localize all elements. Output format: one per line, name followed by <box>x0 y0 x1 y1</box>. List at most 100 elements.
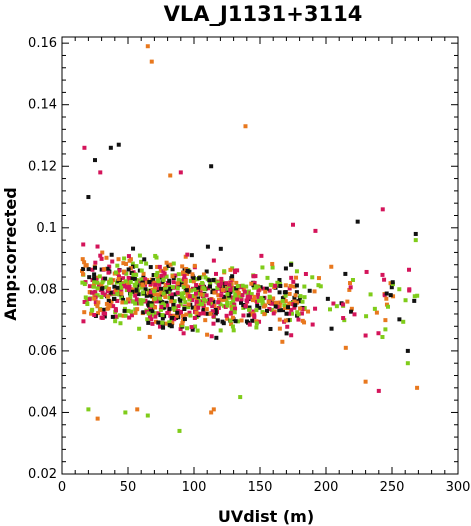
data-point <box>82 145 87 150</box>
data-point <box>216 297 221 302</box>
data-point <box>141 310 146 315</box>
data-point <box>230 286 235 291</box>
data-point <box>334 304 339 309</box>
data-point <box>158 307 163 312</box>
data-point <box>282 290 287 295</box>
data-point <box>212 290 217 295</box>
data-point <box>290 302 295 307</box>
data-point <box>384 296 389 301</box>
data-point <box>262 312 267 317</box>
data-point <box>176 304 181 309</box>
data-point <box>135 407 140 412</box>
data-point <box>282 303 287 308</box>
data-point <box>124 261 129 266</box>
data-point <box>160 313 165 318</box>
data-point <box>192 295 197 300</box>
data-point <box>350 278 355 283</box>
data-point <box>252 294 257 299</box>
data-point <box>316 276 321 281</box>
data-point <box>287 286 292 291</box>
data-point <box>364 314 369 319</box>
data-point <box>376 388 381 393</box>
data-point <box>105 294 110 299</box>
data-point <box>348 281 353 286</box>
data-point <box>397 317 402 322</box>
data-point <box>123 410 128 415</box>
data-point <box>92 272 97 277</box>
data-point <box>106 270 111 275</box>
data-point <box>302 320 307 325</box>
data-point <box>145 413 150 418</box>
data-point <box>280 296 285 301</box>
data-point <box>193 305 198 310</box>
data-point <box>219 276 224 281</box>
data-point <box>167 320 172 325</box>
data-point <box>249 281 254 286</box>
data-point <box>153 296 158 301</box>
data-point <box>251 309 256 314</box>
data-point <box>181 285 186 290</box>
data-point <box>159 290 164 295</box>
data-point <box>115 263 120 268</box>
data-point <box>150 321 155 326</box>
data-point <box>211 299 216 304</box>
data-point <box>252 313 257 318</box>
data-point <box>376 331 381 336</box>
data-point <box>81 242 86 247</box>
data-point <box>204 299 209 304</box>
data-point <box>254 285 259 290</box>
data-point <box>126 287 131 292</box>
data-point <box>241 305 246 310</box>
data-point <box>128 292 133 297</box>
data-point <box>318 284 323 289</box>
data-point <box>152 292 157 297</box>
data-point <box>143 287 148 292</box>
data-point <box>405 348 410 353</box>
data-point <box>283 293 288 298</box>
data-point <box>261 286 266 291</box>
data-point <box>119 291 124 296</box>
data-point <box>190 327 195 332</box>
data-point <box>214 335 219 340</box>
data-point <box>80 257 85 262</box>
data-point <box>286 305 291 310</box>
data-point <box>184 288 189 293</box>
data-point <box>121 276 126 281</box>
data-point <box>185 271 190 276</box>
data-point <box>256 285 261 290</box>
data-point <box>193 324 198 329</box>
data-point <box>204 307 209 312</box>
data-point <box>180 264 185 269</box>
data-point <box>139 259 144 264</box>
data-point <box>100 280 105 285</box>
data-point <box>218 246 223 251</box>
data-point <box>175 286 180 291</box>
data-point <box>86 195 91 200</box>
data-point <box>234 286 239 291</box>
data-point <box>161 269 166 274</box>
data-point <box>265 308 270 313</box>
data-point <box>87 284 92 289</box>
data-point <box>300 299 305 304</box>
data-point <box>108 145 113 150</box>
data-point <box>254 321 259 326</box>
data-point <box>219 293 224 298</box>
data-point <box>210 309 215 314</box>
data-point <box>259 295 264 300</box>
data-point <box>227 283 232 288</box>
data-point <box>152 287 157 292</box>
data-point <box>115 285 120 290</box>
data-point <box>178 170 183 175</box>
data-point <box>273 304 278 309</box>
data-point <box>275 283 280 288</box>
data-point <box>147 314 152 319</box>
data-point <box>209 410 214 415</box>
data-point <box>93 265 98 270</box>
y-tick-label: 0.14 <box>28 98 57 113</box>
data-point <box>99 295 104 300</box>
data-point <box>217 283 222 288</box>
data-point <box>349 309 354 314</box>
data-point <box>288 284 293 289</box>
data-point <box>296 317 301 322</box>
data-point <box>138 298 143 303</box>
